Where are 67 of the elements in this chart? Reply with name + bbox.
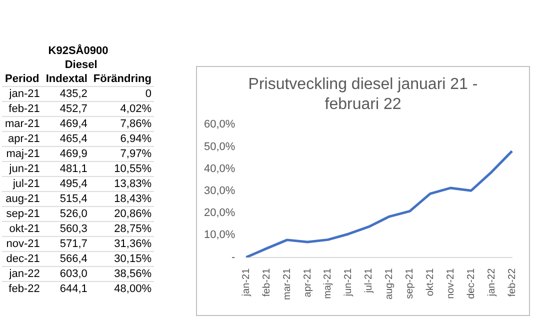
data-label: 31,36%	[113, 237, 152, 252]
x-tick-label: maj-21	[322, 268, 334, 299]
data-label: 18,43%	[113, 192, 152, 206]
data-label: 7,97%	[119, 147, 152, 162]
text: Förändring	[92, 72, 152, 86]
data-label: 0	[144, 87, 152, 102]
category-label: feb-21	[8, 102, 41, 116]
data-label: 6,94%	[119, 132, 152, 146]
y-tick-label: 60,0%	[204, 118, 236, 131]
data-label: 495,4	[58, 177, 88, 192]
x-tick-label: jan-21	[240, 268, 252, 298]
data-label: 452,7	[58, 102, 88, 116]
category-label: sep-21	[5, 207, 41, 222]
data-label: 30,15%	[113, 252, 152, 266]
data-label: 469,4	[58, 117, 88, 132]
text: Indextal	[44, 72, 88, 86]
data-label: 603,0	[58, 267, 88, 282]
x-tick-label: jul-21	[364, 268, 375, 294]
x-tick-label: okt-21	[424, 268, 436, 296]
x-tick-label: mar-21	[282, 268, 293, 300]
data-label: 571,7	[58, 237, 88, 252]
data-label: 526,0	[58, 207, 88, 222]
y-tick-label: 20,0%	[204, 207, 236, 220]
category-label: jul-21	[12, 177, 41, 192]
text: Diesel	[64, 58, 98, 72]
x-tick-label: feb-21	[261, 268, 272, 297]
category-label: mar-21	[4, 117, 41, 132]
category-label: apr-21	[7, 132, 41, 146]
y-tick-label: -	[232, 251, 236, 264]
category-label: jan-21	[8, 87, 41, 102]
text: Period	[4, 72, 40, 86]
x-tick-label: nov-21	[445, 268, 456, 299]
x-tick-label: apr-21	[302, 268, 314, 298]
data-label: 566,4	[58, 252, 88, 266]
y-tick-label: 40,0%	[204, 162, 236, 175]
x-tick-label: dec-21	[466, 268, 477, 299]
data-label: 469,9	[58, 147, 88, 162]
chart-title: Prisutveckling diesel januari 21 - februari 22	[247, 75, 479, 115]
data-label: 48,00%	[113, 282, 152, 296]
category-label: nov-21	[5, 237, 41, 252]
data-label: 481,1	[58, 162, 88, 176]
data-label: 515,4	[58, 192, 88, 206]
data-label: 560,3	[58, 222, 88, 236]
data-label: 4,02%	[119, 102, 152, 116]
y-tick-label: 50,0%	[204, 140, 236, 153]
data-label: 435,2	[58, 87, 88, 102]
x-tick-label: aug-21	[384, 268, 396, 300]
data-label: 644,1	[58, 282, 88, 296]
data-label: 7,86%	[119, 117, 152, 132]
x-tick-label: feb-22	[506, 268, 518, 297]
y-tick-label: 30,0%	[204, 184, 236, 197]
x-tick-label: sep-21	[404, 268, 416, 299]
data-label: 38,56%	[113, 267, 152, 282]
category-label: okt-21	[8, 222, 41, 236]
x-tick-label: jan-22	[486, 268, 498, 298]
category-label: jun-21	[8, 162, 41, 176]
data-label: 28,75%	[113, 222, 152, 236]
x-tick-label: jun-21	[343, 268, 354, 298]
category-label: aug-21	[4, 192, 41, 206]
data-label: 13,83%	[113, 177, 152, 192]
data-label: 10,55%	[113, 162, 152, 176]
data-label: 465,4	[58, 132, 88, 146]
category-label: dec-21	[5, 252, 41, 266]
text: K92SÅ0900	[47, 44, 110, 58]
y-tick-label: 10,0%	[204, 229, 236, 242]
data-label: 20,86%	[113, 207, 152, 222]
category-label: maj-21	[5, 147, 41, 162]
